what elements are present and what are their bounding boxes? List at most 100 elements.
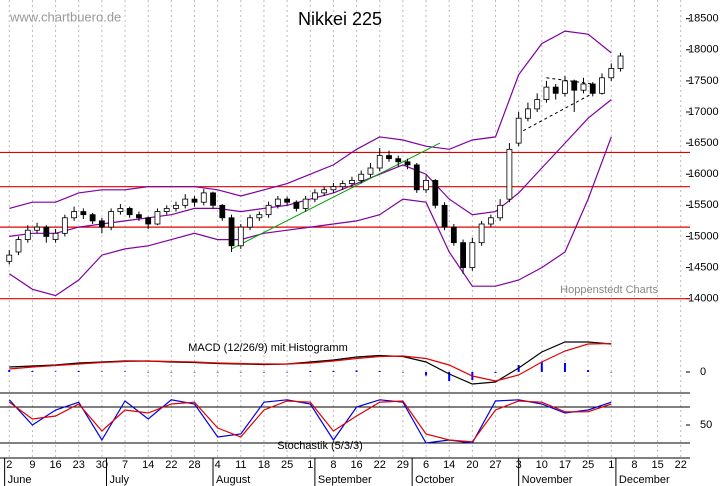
candle-body [145,217,152,225]
histogram-bar [31,371,34,372]
candle-body [34,226,40,231]
x-tick-label: 8 [330,459,336,471]
histogram-bar [378,371,381,372]
candle-body [200,192,207,203]
y-tick-label: 16500 [688,137,719,149]
candle-body [497,204,504,219]
x-tick-label: 7 [122,459,128,471]
histogram-bar [100,371,103,372]
candle-body [367,167,374,175]
candle-body [24,229,31,240]
candle-body [469,242,476,268]
indicator-line [8,399,612,444]
histogram-bar [540,362,543,372]
histogram-bar [262,372,265,373]
x-tick-label: 14 [142,459,154,471]
candle-body [61,217,68,234]
histogram-bar [494,372,497,373]
candle-body [89,214,96,222]
x-tick-label: 28 [188,459,200,471]
candle-body [210,192,216,206]
source: www.chartbuero.de [9,9,121,24]
candle-body [284,198,291,203]
x-tick-label: 22 [165,459,177,471]
x-tick-label: 8 [631,459,637,471]
y-tick-label: 16000 [688,168,719,180]
histogram-bar [124,371,127,372]
x-tick-label: 10 [536,459,548,471]
x-tick-label: 1 [307,459,313,471]
histogram-bar [401,372,404,373]
candle-body [460,242,466,268]
y-tick-label: 50 [700,419,712,431]
candle-body [358,173,365,181]
candle-body [339,183,346,188]
x-tick-label: 25 [281,459,293,471]
candle-body [376,155,383,169]
month-label: June [8,474,32,486]
candle-body [163,208,170,212]
x-tick-label: 29 [397,459,409,471]
candle-body [432,180,439,206]
x-tick-label: 15 [651,459,663,471]
candle-body [173,204,179,209]
y-tick-label: 18000 [688,44,719,56]
candle-body [543,86,550,100]
month-label: December [619,474,670,486]
candle-body [136,214,142,219]
candle-body [52,232,59,240]
histogram-bar [332,371,335,372]
x-tick-label: 14 [443,459,455,471]
candle-body [395,158,402,163]
candle-body [256,214,263,219]
histogram-bar [216,372,219,373]
histogram-bar [309,371,312,372]
candle-body [43,226,50,237]
candle-body [98,220,105,228]
candle-body [330,186,337,191]
candle-body [247,217,253,228]
x-tick-label: 25 [582,459,594,471]
candle-body [386,155,392,160]
candle-body [80,211,87,216]
candle-body [182,198,189,206]
candle-body [617,55,624,69]
candle-body [478,223,485,244]
x-tick-label: 11 [235,459,246,471]
trend-line [231,142,441,250]
trend-line [523,92,594,132]
credit: Hoppenstedt Charts [560,284,658,296]
candle-body [599,77,605,94]
trend-line [546,77,593,85]
candle-body [525,108,531,119]
candle-body [311,192,318,200]
histogram-bar [448,372,451,381]
month-label: November [522,474,573,486]
candle-body [534,99,541,110]
x-tick-label: 27 [489,459,501,471]
panel-title: MACD (12/26/9) mit Histogramm [188,342,348,354]
candle-body [293,201,300,209]
x-tick-label: 4 [215,459,221,471]
x-tick-label: 16 [350,459,362,471]
candle-body [441,204,448,228]
candle-body [552,86,559,94]
candle-body [191,198,198,203]
candle-body [423,180,429,191]
candle-body [274,198,281,206]
indicator-line [8,136,612,297]
y-tick-label: 14500 [688,261,719,273]
x-tick-label: 20 [466,459,478,471]
month-label: August [216,474,250,486]
y-tick-label: 17000 [688,106,719,118]
candle-body [265,204,272,216]
month-label: July [110,474,130,486]
candle-body [515,117,522,144]
histogram-bar [286,372,289,373]
candle-body [321,189,328,194]
x-tick-label: 2 [6,459,12,471]
x-tick-label: 22 [675,459,687,471]
y-tick-label: 14000 [688,293,719,305]
candle-body [219,204,226,219]
